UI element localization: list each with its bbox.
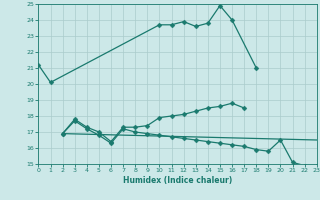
X-axis label: Humidex (Indice chaleur): Humidex (Indice chaleur) bbox=[123, 176, 232, 185]
